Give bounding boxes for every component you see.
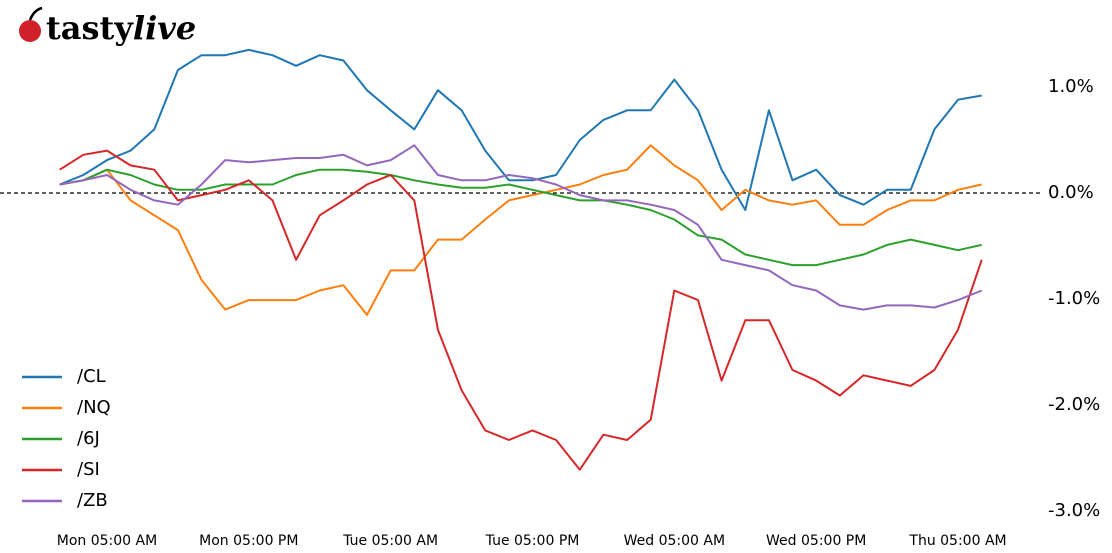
series-line bbox=[59, 168, 982, 267]
y-tick-label: -3.0% bbox=[1048, 500, 1100, 521]
y-tick-label: -2.0% bbox=[1048, 394, 1100, 415]
series-line bbox=[59, 144, 983, 311]
logo-text: tastylive bbox=[46, 9, 196, 47]
y-tick-label: -1.0% bbox=[1048, 288, 1100, 309]
logo-stem bbox=[28, 6, 43, 21]
y-tick-label: 1.0% bbox=[1048, 76, 1094, 97]
series-line bbox=[59, 144, 982, 316]
x-tick-label: Thu 05:00 AM bbox=[908, 533, 1006, 549]
x-tick-label: Tue 05:00 PM bbox=[485, 533, 580, 549]
x-tick-label: Mon 05:00 AM bbox=[57, 533, 157, 549]
x-tick-label: Wed 05:00 PM bbox=[766, 533, 866, 549]
logo-text-a: tasty bbox=[46, 9, 134, 47]
legend-label: /ZB bbox=[77, 490, 108, 511]
logo-icon bbox=[19, 20, 41, 42]
x-tick-label: Tue 05:00 AM bbox=[342, 533, 438, 549]
y-tick-label: 0.0% bbox=[1048, 182, 1094, 203]
series-line bbox=[59, 48, 982, 211]
x-tick-label: Wed 05:00 AM bbox=[624, 533, 725, 549]
legend-label: /NQ bbox=[77, 397, 111, 418]
legend-label: /CL bbox=[77, 366, 106, 387]
series-line bbox=[59, 149, 983, 471]
x-tick-label: Mon 05:00 PM bbox=[199, 533, 298, 549]
legend-label: /SI bbox=[77, 459, 100, 480]
logo-text-b: live bbox=[133, 9, 196, 47]
legend-label: /6J bbox=[77, 428, 100, 449]
logo: tastylive bbox=[19, 6, 196, 47]
